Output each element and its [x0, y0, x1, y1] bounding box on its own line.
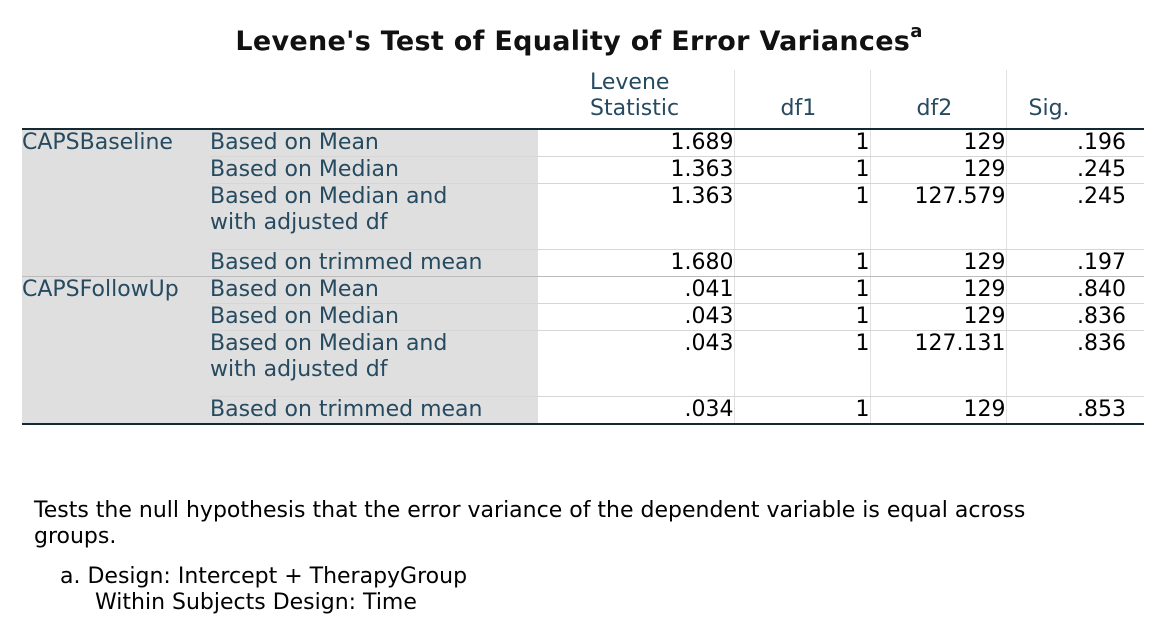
sig-cell: .840 — [1005, 276, 1144, 304]
row-label: Based on Median — [210, 303, 538, 331]
header-df2: df2 — [869, 70, 1006, 130]
row-label: Based on Median and with adjusted df — [210, 330, 538, 397]
sig-cell: .245 — [1005, 183, 1144, 250]
footnote-a-line1: a. Design: Intercept + TherapyGroup — [60, 564, 468, 589]
table-row: Based on Median 1.363 1 129 .245 — [22, 156, 1144, 184]
footnote-a: a. Design: Intercept + TherapyGroup With… — [60, 564, 467, 616]
sig-cell: .836 — [1005, 303, 1144, 331]
df1-cell: 1 — [733, 330, 870, 397]
sig-cell: .197 — [1005, 249, 1144, 277]
table-title: Levene's Test of Equality of Error Varia… — [0, 21, 1158, 57]
row-label-line1: Based on Median and — [210, 184, 448, 209]
row-label: Based on Median and with adjusted df — [210, 183, 538, 250]
table-row: Based on trimmed mean .034 1 129 .853 — [22, 396, 1144, 425]
header-df1: df1 — [733, 70, 870, 130]
header-sig: Sig. — [1005, 70, 1144, 130]
table-row: CAPSFollowUp Based on Mean .041 1 129 .8… — [22, 276, 1144, 425]
df2-cell: 129 — [869, 156, 1006, 184]
header-row: Levene Statistic df1 df2 Sig. — [22, 70, 1144, 130]
df1-cell: 1 — [733, 249, 870, 277]
footnote-null-hypothesis: Tests the null hypothesis that the error… — [34, 498, 1025, 550]
df2-cell: 129 — [869, 249, 1006, 277]
df2-cell: 127.131 — [869, 330, 1006, 397]
sig-cell: .853 — [1005, 396, 1144, 425]
group-label-capsbaseline: CAPSBaseline — [22, 129, 210, 277]
df2-cell: 129 — [869, 303, 1006, 331]
sig-cell: .836 — [1005, 330, 1144, 397]
df1-cell: 1 — [733, 183, 870, 250]
levene-statistic-cell: 1.680 — [538, 249, 734, 277]
table-row: Based on Median and with adjusted df 1.36… — [22, 183, 1144, 250]
row-label: Based on Mean — [210, 129, 538, 157]
row-label-line2: with adjusted df — [210, 210, 388, 235]
df1-cell: 1 — [733, 129, 870, 157]
levene-statistic-cell: .043 — [538, 330, 734, 397]
table-row: CAPSBaseline Based on Mean 1.689 1 129 .… — [22, 129, 1144, 277]
levene-statistic-cell: .041 — [538, 276, 734, 304]
df1-cell: 1 — [733, 156, 870, 184]
group-label-capsfollowup: CAPSFollowUp — [22, 276, 210, 425]
header-levene-statistic: Levene Statistic — [538, 70, 734, 130]
levene-statistic-cell: 1.363 — [538, 156, 734, 184]
table-title-text: Levene's Test of Equality of Error Varia… — [235, 26, 911, 57]
levene-statistic-cell: .034 — [538, 396, 734, 425]
table-row: Based on Median .043 1 129 .836 — [22, 303, 1144, 331]
header-levene-line2: Statistic — [590, 96, 680, 121]
footnote-line2: groups. — [34, 524, 117, 549]
df1-cell: 1 — [733, 303, 870, 331]
levene-statistic-cell: 1.363 — [538, 183, 734, 250]
df1-cell: 1 — [733, 276, 870, 304]
table-row: Based on trimmed mean 1.680 1 129 .197 — [22, 249, 1144, 277]
row-label: Based on trimmed mean — [210, 249, 538, 277]
df2-cell: 129 — [869, 276, 1006, 304]
levene-statistic-cell: .043 — [538, 303, 734, 331]
header-levene-line1: Levene — [590, 70, 670, 95]
sig-cell: .245 — [1005, 156, 1144, 184]
levene-statistic-cell: 1.689 — [538, 129, 734, 157]
row-label: Based on trimmed mean — [210, 396, 538, 425]
footnote-a-line2: Within Subjects Design: Time — [95, 590, 417, 615]
sig-cell: .196 — [1005, 129, 1144, 157]
row-label-line2: with adjusted df — [210, 357, 388, 382]
df2-cell: 127.579 — [869, 183, 1006, 250]
row-label-line1: Based on Median and — [210, 331, 448, 356]
header-blank-label — [210, 70, 538, 130]
header-blank-group — [22, 70, 210, 130]
title-footnote-marker: a — [910, 21, 923, 42]
df1-cell: 1 — [733, 396, 870, 425]
footnote-line1: Tests the null hypothesis that the error… — [34, 498, 1026, 523]
row-label: Based on Median — [210, 156, 538, 184]
row-label: Based on Mean — [210, 276, 538, 304]
table-row: Based on Median and with adjusted df .043… — [22, 330, 1144, 397]
df2-cell: 129 — [869, 396, 1006, 425]
levene-table: Levene Statistic df1 df2 Sig. CAPSBaselin… — [22, 70, 1144, 425]
df2-cell: 129 — [869, 129, 1006, 157]
